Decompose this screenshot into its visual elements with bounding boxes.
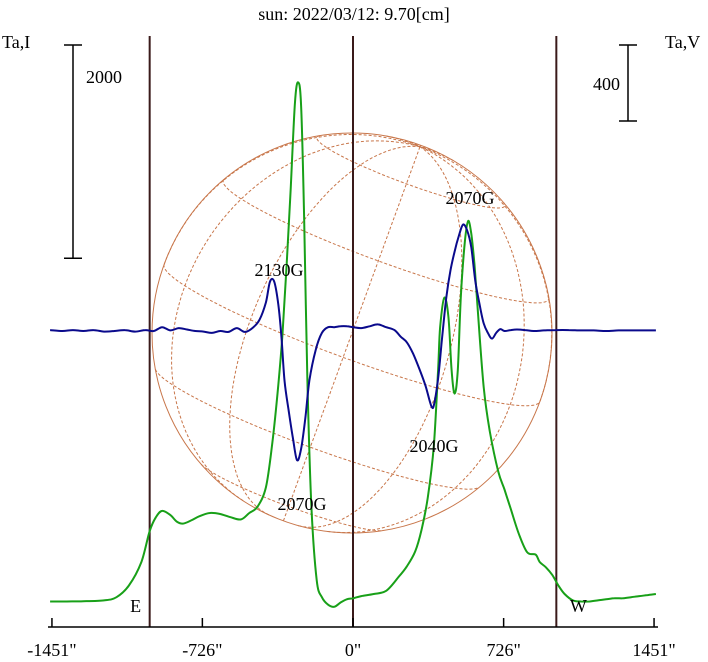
longitude-grid-line	[327, 146, 525, 534]
scale-bars: 2000 400	[64, 44, 637, 259]
latitude-grid-line	[222, 179, 550, 304]
x-axis-tick-label: -1451"	[27, 640, 76, 660]
latitude-grid-line	[154, 369, 480, 490]
limb-label-w: W	[570, 596, 587, 616]
scale-bar-label: 2000	[86, 67, 122, 87]
limb-label-e: E	[130, 596, 141, 616]
longitude-grid-line	[229, 145, 421, 516]
scale-bar-right: 400	[593, 44, 637, 122]
x-axis-tick-label: 1451"	[632, 640, 675, 660]
scale-bar-label: 400	[593, 74, 620, 94]
x-axis: -1451" -726" 0" 726" 1451"	[27, 618, 676, 660]
field-label: 2130G	[255, 260, 304, 280]
scale-bar-left: 2000	[64, 44, 122, 259]
y-axis-label-left: Ta,I	[2, 32, 30, 52]
series-line-stokes-i	[50, 81, 657, 608]
longitude-grid-line	[171, 140, 421, 502]
longitude-grid-line	[163, 133, 421, 265]
chart-title: sun: 2022/03/12: 9.70[cm]	[258, 4, 450, 24]
field-label: 2070G	[446, 188, 495, 208]
series-line-stokes-v	[50, 223, 656, 462]
latitude-grid-line	[316, 135, 506, 209]
field-label: 2040G	[410, 436, 459, 456]
longitude-grid-line	[298, 146, 463, 528]
y-axis-label-right: Ta,V	[665, 32, 700, 52]
x-axis-tick-label: 726"	[486, 640, 520, 660]
field-annotations: 2130G 2070G 2040G 2070G	[255, 188, 495, 514]
longitude-grid-line	[410, 141, 421, 148]
data-series	[50, 81, 657, 608]
longitude-grid-line	[419, 146, 431, 150]
longitude-grid-line	[419, 146, 454, 162]
limb-marker-lines	[148, 36, 558, 627]
longitude-grid-line	[282, 146, 421, 521]
x-axis-tick-label: -726"	[182, 640, 222, 660]
field-label: 2070G	[278, 494, 327, 514]
longitude-grid-line	[419, 146, 553, 402]
x-axis-tick-label: 0"	[345, 640, 361, 660]
